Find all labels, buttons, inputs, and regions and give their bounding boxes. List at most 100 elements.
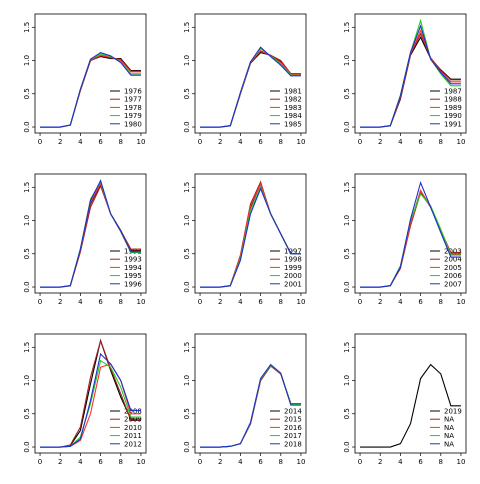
y-tick-label: 1.0	[343, 55, 351, 66]
y-tick-label: 1.5	[23, 22, 31, 33]
x-tick-label: 6	[258, 458, 263, 466]
legend-label: 2018	[284, 440, 302, 448]
y-tick-label: 1.5	[343, 182, 351, 193]
legend-label: 1995	[124, 272, 142, 280]
legend-label: 1990	[444, 112, 462, 120]
x-tick-label: 8	[119, 298, 123, 306]
x-tick-label: 0	[358, 138, 362, 146]
y-tick-label: 1.5	[23, 182, 31, 193]
legend-label: 1976	[124, 88, 142, 96]
x-tick-label: 2	[58, 458, 62, 466]
legend-label: 2016	[284, 424, 302, 432]
y-tick-label: 0.0	[343, 281, 351, 292]
x-tick-label: 0	[38, 458, 42, 466]
y-tick-label: 1.0	[23, 375, 31, 386]
x-tick-label: 0	[38, 298, 42, 306]
legend-label: 1980	[124, 120, 142, 128]
y-tick-label: 1.5	[183, 342, 191, 353]
x-tick-label: 6	[258, 298, 263, 306]
x-tick-label: 2	[58, 138, 62, 146]
legend-label: 2017	[284, 432, 302, 440]
plot-frame	[354, 13, 467, 134]
series-line	[200, 187, 301, 288]
x-tick-label: 10	[456, 138, 465, 146]
x-tick-label: 4	[78, 138, 83, 146]
legend-label: 1991	[444, 120, 462, 128]
y-tick-label: 0.5	[23, 88, 31, 99]
legend-label: 1978	[124, 104, 142, 112]
y-tick-label: 0.5	[343, 88, 351, 99]
legend-label: 1987	[444, 88, 462, 96]
x-tick-label: 10	[296, 138, 305, 146]
legend-label: 2012	[124, 440, 142, 448]
legend-label: 2014	[284, 408, 302, 416]
x-tick-label: 0	[358, 458, 362, 466]
legend-label: 1985	[284, 120, 302, 128]
series-line	[200, 363, 301, 448]
legend-label: 2004	[444, 256, 462, 264]
legend-label: 2009	[124, 416, 142, 424]
legend-label: NA	[444, 424, 454, 432]
x-tick-label: 2	[378, 458, 382, 466]
x-tick-label: 4	[238, 138, 243, 146]
plot-frame	[194, 173, 307, 294]
y-tick-label: 1.0	[183, 55, 191, 66]
legend-label: NA	[444, 432, 454, 440]
y-tick-label: 1.5	[343, 22, 351, 33]
legend-label: NA	[444, 440, 454, 448]
x-tick-label: 10	[456, 298, 465, 306]
legend-label: 1984	[284, 112, 302, 120]
x-tick-label: 4	[398, 458, 403, 466]
x-tick-label: 0	[38, 138, 42, 146]
x-tick-label: 6	[98, 138, 103, 146]
legend-label: NA	[444, 416, 454, 424]
legend-label: 2007	[444, 280, 462, 288]
plot-frame	[34, 13, 147, 134]
legend-label: 1997	[284, 248, 302, 256]
plot-frame	[34, 333, 147, 454]
x-tick-label: 0	[198, 298, 202, 306]
x-tick-label: 8	[279, 458, 283, 466]
x-tick-label: 6	[418, 458, 423, 466]
legend-label: 2006	[444, 272, 462, 280]
series-line	[360, 24, 461, 128]
legend-label: 1982	[284, 96, 302, 104]
x-tick-label: 6	[418, 138, 423, 146]
y-tick-label: 1.5	[23, 342, 31, 353]
y-tick-label: 0.5	[183, 248, 191, 259]
y-tick-label: 0.5	[23, 408, 31, 419]
y-tick-label: 1.5	[183, 182, 191, 193]
x-tick-label: 4	[238, 458, 243, 466]
plot-frame	[34, 173, 147, 294]
x-tick-label: 8	[439, 298, 443, 306]
x-tick-label: 6	[98, 458, 103, 466]
y-tick-label: 1.0	[343, 215, 351, 226]
x-tick-label: 2	[378, 298, 382, 306]
x-tick-label: 8	[439, 458, 443, 466]
legend-label: 2003	[444, 248, 462, 256]
legend-label: 2001	[284, 280, 302, 288]
y-tick-label: 0.5	[183, 88, 191, 99]
series-line	[360, 363, 461, 448]
series-line	[40, 179, 141, 288]
x-tick-label: 0	[198, 458, 202, 466]
y-tick-label: 0.5	[183, 408, 191, 419]
y-tick-label: 1.0	[343, 375, 351, 386]
legend-label: 2000	[284, 272, 302, 280]
x-tick-label: 6	[98, 298, 103, 306]
y-tick-label: 0.0	[183, 281, 191, 292]
y-tick-label: 0.0	[183, 121, 191, 132]
legend-label: 2011	[124, 432, 142, 440]
x-tick-label: 2	[218, 458, 222, 466]
x-tick-label: 2	[218, 138, 222, 146]
x-tick-label: 4	[78, 458, 83, 466]
legend-label: 1983	[284, 104, 302, 112]
x-tick-label: 10	[456, 458, 465, 466]
x-tick-label: 10	[136, 458, 145, 466]
x-tick-label: 6	[258, 138, 263, 146]
